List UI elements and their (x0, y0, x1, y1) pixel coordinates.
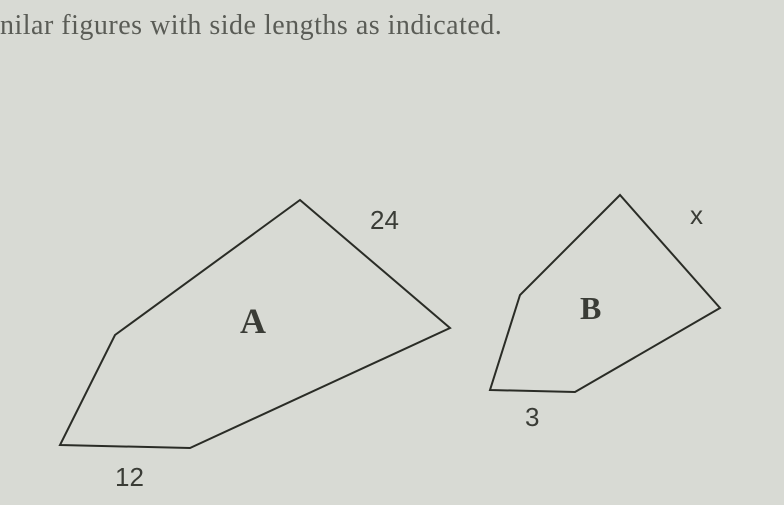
figure-a-label: A (240, 300, 266, 342)
figure-b-label: B (580, 290, 601, 327)
figure-b-side-top: x (690, 200, 703, 231)
figure-b-shape (490, 195, 720, 392)
figure-b-side-bottom: 3 (525, 402, 539, 433)
figure-a-side-top: 24 (370, 205, 399, 236)
figure-a-side-bottom: 12 (115, 462, 144, 493)
figures-diagram (0, 0, 784, 505)
